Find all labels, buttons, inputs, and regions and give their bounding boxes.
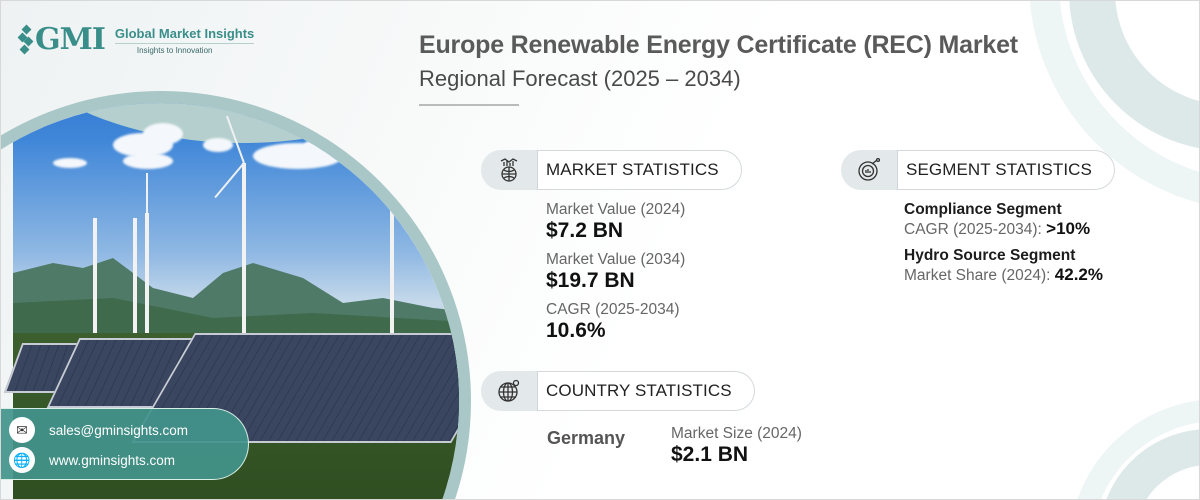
country-statistics-title: COUNTRY STATISTICS: [537, 371, 755, 411]
page-subtitle: Regional Forecast (2025 – 2034): [419, 66, 741, 91]
stat-value: 10.6%: [546, 319, 606, 342]
country-statistics-header: COUNTRY STATISTICS: [481, 371, 755, 411]
country-metric-label: Market Size (2024): [671, 425, 802, 442]
market-statistics-body: Market Value (2024) $7.2 BN Market Value…: [546, 201, 685, 351]
stat-value: $19.7 BN: [546, 269, 635, 292]
globe-icon: 🌐: [9, 447, 35, 473]
market-statistics-title: MARKET STATISTICS: [537, 150, 742, 190]
stat-label: Market Value (2024): [546, 201, 686, 218]
title-block: Europe Renewable Energy Certificate (REC…: [419, 31, 1018, 106]
globe-pin-icon: [481, 371, 537, 411]
segment-metric-value: 42.2%: [1054, 265, 1103, 284]
stat-label: CAGR (2025-2034): [546, 301, 680, 318]
pie-target-icon: [841, 150, 897, 190]
country-statistics-body: Market Size (2024) $2.1 BN: [671, 425, 802, 475]
segment-metric-label: CAGR (2025-2034):: [904, 221, 1042, 238]
contact-email-row[interactable]: ✉ sales@gminsights.com: [9, 415, 248, 445]
envelope-icon: ✉: [9, 417, 35, 443]
logo-gmi-text: GMI: [35, 22, 106, 57]
segment-metric: Market Share (2024): 42.2%: [904, 265, 1103, 285]
segment-metric-value: >10%: [1046, 219, 1091, 238]
logo-mark: GMI: [17, 22, 106, 57]
contact-panel: ✉ sales@gminsights.com 🌐 www.gminsights.…: [1, 408, 249, 480]
stat-label: Market Value (2034): [546, 251, 686, 268]
segment-metric-label: Market Share (2024):: [904, 267, 1051, 284]
segment-title: Compliance Segment: [904, 201, 1062, 218]
chart-globe-icon: [481, 150, 537, 190]
country-name: Germany: [547, 428, 626, 448]
segment-statistics-title: SEGMENT STATISTICS: [897, 150, 1115, 190]
diamond-icon: [17, 24, 34, 55]
contact-email[interactable]: sales@gminsights.com: [49, 422, 189, 438]
segment-statistics-header: SEGMENT STATISTICS: [841, 150, 1115, 190]
stat-value: $7.2 BN: [546, 219, 624, 242]
page-title: Europe Renewable Energy Certificate (REC…: [419, 31, 1018, 59]
segment-statistics-body: Compliance Segment CAGR (2025-2034): >10…: [904, 201, 1103, 293]
gmi-logo: GMI Global Market Insights Insights to I…: [17, 22, 255, 57]
segment-title: Hydro Source Segment: [904, 247, 1076, 264]
segment-metric: CAGR (2025-2034): >10%: [904, 219, 1103, 239]
country-metric-value: $2.1 BN: [671, 443, 749, 466]
brand-name: Global Market Insights: [114, 26, 255, 44]
contact-website-row[interactable]: 🌐 www.gminsights.com: [9, 445, 248, 475]
title-divider: [419, 104, 519, 106]
market-statistics-header: MARKET STATISTICS: [481, 150, 742, 190]
brand-tagline: Insights to Innovation: [136, 45, 213, 55]
contact-website[interactable]: www.gminsights.com: [49, 452, 176, 468]
